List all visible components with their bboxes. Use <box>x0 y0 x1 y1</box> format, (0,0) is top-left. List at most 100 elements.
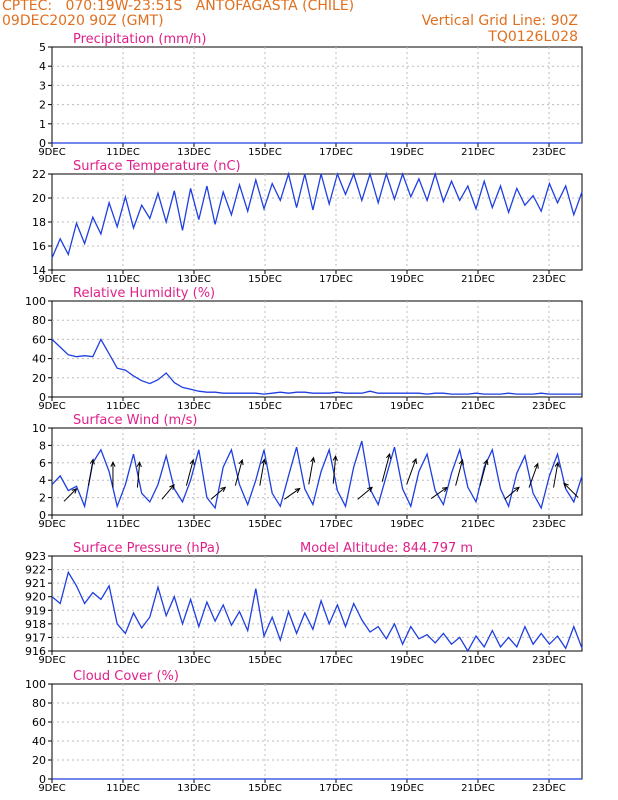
wind-arrow-head <box>310 456 316 463</box>
y-tick-label: 6 <box>39 457 46 470</box>
y-tick-label: 922 <box>25 564 46 577</box>
y-tick-label: 100 <box>25 295 46 308</box>
wind-arrow-head <box>169 484 175 490</box>
wind-arrow-head <box>110 461 116 467</box>
x-tick-label: 9DEC <box>38 519 65 530</box>
y-tick-label: 18 <box>32 216 46 229</box>
y-tick-label: 5 <box>39 41 46 54</box>
x-tick-label: 13DEC <box>177 401 211 412</box>
model-code: TQ0126L028 <box>488 29 578 45</box>
x-tick-label: 11DEC <box>106 655 140 666</box>
x-tick-label: 23DEC <box>532 401 566 412</box>
x-tick-label: 9DEC <box>38 147 65 158</box>
plot-frame <box>51 683 583 780</box>
wind-arrow <box>479 459 488 486</box>
y-tick-label: 0 <box>39 137 46 150</box>
wind-arrow <box>136 462 141 488</box>
wind-arrow <box>332 456 337 484</box>
x-tick-label: 21DEC <box>461 655 495 666</box>
plot-frame <box>51 300 583 398</box>
x-tick-label: 23DEC <box>532 783 566 794</box>
x-tick-label: 17DEC <box>319 519 353 530</box>
wind-arrow-head <box>71 487 78 494</box>
wind-arrow <box>87 459 94 486</box>
x-tick-label: 19DEC <box>390 401 424 412</box>
y-tick-label: 8 <box>39 439 46 452</box>
wind-arrow-head <box>563 482 569 489</box>
y-tick-label: 10 <box>32 422 46 435</box>
wind-arrow-head <box>441 486 448 493</box>
y-tick-label: 60 <box>32 333 46 346</box>
y-tick-label: 80 <box>32 314 46 327</box>
wind-arrow <box>63 488 77 502</box>
plot-frame <box>51 46 583 144</box>
x-tick-label: 19DEC <box>390 519 424 530</box>
panel-title: Cloud Cover (%) <box>73 669 179 684</box>
series-line <box>51 570 583 653</box>
y-tick-label: 4 <box>39 474 46 487</box>
y-tick-label: 4 <box>39 60 46 73</box>
x-tick-label: 21DEC <box>461 274 495 285</box>
x-tick-label: 19DEC <box>390 274 424 285</box>
y-tick-label: 916 <box>25 645 46 658</box>
plot-frame <box>51 555 583 652</box>
y-tick-label: 100 <box>25 678 46 691</box>
x-tick-label: 15DEC <box>248 401 282 412</box>
x-tick-label: 9DEC <box>38 401 65 412</box>
x-tick-label: 17DEC <box>319 274 353 285</box>
wind-arrow-head <box>412 457 417 464</box>
panel-title: Precipitation (mm/h) <box>73 32 206 47</box>
wind-arrow-head <box>332 455 338 462</box>
x-tick-label: 11DEC <box>106 519 140 530</box>
wind-arrow-head <box>261 458 267 465</box>
x-tick-label: 11DEC <box>106 401 140 412</box>
x-tick-label: 21DEC <box>461 519 495 530</box>
x-tick-label: 11DEC <box>106 783 140 794</box>
panel-annotation: Model Altitude: 844.797 m <box>300 541 473 556</box>
y-tick-label: 22 <box>32 168 46 181</box>
panel-title: Surface Pressure (hPa) <box>73 541 220 556</box>
wind-arrow-head <box>554 461 560 468</box>
x-tick-label: 9DEC <box>38 783 65 794</box>
wind-arrow <box>406 458 417 485</box>
y-tick-label: 923 <box>25 550 46 563</box>
y-tick-label: 20 <box>32 192 46 205</box>
y-tick-label: 20 <box>32 372 46 385</box>
wind-arrow <box>185 459 194 486</box>
wind-arrow-head <box>238 458 244 466</box>
y-tick-label: 2 <box>39 99 46 112</box>
x-tick-label: 9DEC <box>38 655 65 666</box>
x-tick-label: 17DEC <box>319 655 353 666</box>
wind-arrow <box>430 487 448 499</box>
x-tick-label: 11DEC <box>106 274 140 285</box>
y-tick-label: 20 <box>32 754 46 767</box>
wind-arrow <box>357 486 373 500</box>
y-tick-label: 919 <box>25 604 46 617</box>
x-tick-label: 17DEC <box>319 401 353 412</box>
y-tick-label: 921 <box>25 577 46 590</box>
y-tick-label: 40 <box>32 353 46 366</box>
wind-arrow <box>504 486 520 500</box>
x-tick-label: 17DEC <box>319 783 353 794</box>
y-tick-label: 40 <box>32 735 46 748</box>
y-tick-label: 0 <box>39 391 46 404</box>
x-tick-label: 23DEC <box>532 274 566 285</box>
y-tick-label: 14 <box>32 264 46 277</box>
x-tick-label: 13DEC <box>177 147 211 158</box>
wind-arrow-head <box>220 486 227 493</box>
x-tick-label: 15DEC <box>248 783 282 794</box>
x-tick-label: 19DEC <box>390 655 424 666</box>
wind-arrow-head <box>189 458 195 466</box>
x-tick-label: 17DEC <box>319 147 353 158</box>
wind-arrow <box>553 462 559 488</box>
wind-arrow <box>308 457 314 485</box>
wind-arrow <box>455 459 463 486</box>
wind-arrow <box>563 482 579 498</box>
wind-arrow-head <box>367 486 373 493</box>
panel-title: Surface Wind (m/s) <box>73 413 197 428</box>
x-tick-label: 15DEC <box>248 519 282 530</box>
x-tick-label: 15DEC <box>248 274 282 285</box>
wind-arrow-head <box>533 462 539 469</box>
wind-arrow-head <box>458 458 464 466</box>
panel-title: Surface Temperature (nC) <box>73 159 241 174</box>
